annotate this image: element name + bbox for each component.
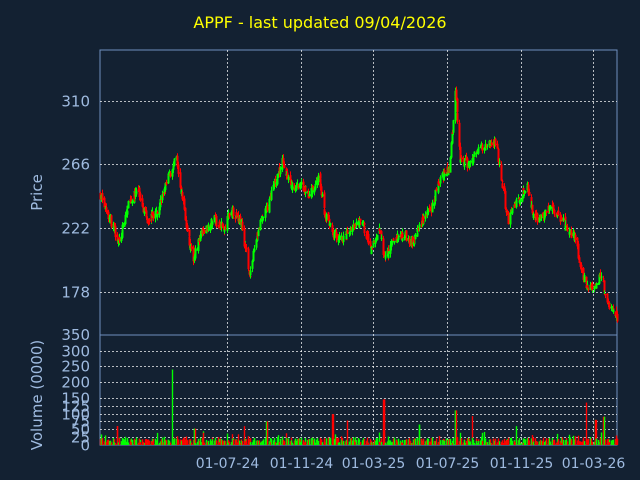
x-tick-label: 01-03-26 [562, 456, 626, 472]
volume-tick-label: 125 [61, 398, 90, 416]
x-tick-label: 01-03-25 [342, 456, 406, 472]
chart-title: APPF - last updated 09/04/2026 [193, 13, 447, 32]
price-tick-label: 310 [61, 93, 90, 111]
price-tick-label: 222 [61, 220, 90, 238]
gridlines: 01-07-24 01-11-24 01-03-25 01-07-25 01-11-25… [61, 50, 625, 472]
volume-tick-label: 350 [61, 326, 90, 344]
price-candles [99, 86, 619, 323]
volume-tick-label: 200 [61, 374, 90, 392]
volume-tick-label: 25 [71, 429, 90, 447]
volume-tick-label: 0 [80, 437, 90, 455]
volume-tick-label: 50 [71, 421, 90, 439]
volume-tick-label: 150 [61, 390, 90, 408]
volume-tick-label: 75 [71, 413, 90, 431]
volume-bars [99, 369, 619, 445]
volume-tick-label: 300 [61, 343, 90, 361]
volume-tick-label: 250 [61, 358, 90, 376]
price-tick-label: 266 [61, 156, 90, 174]
x-tick-label: 01-07-25 [416, 456, 480, 472]
price-tick-label: 178 [61, 284, 90, 302]
x-tick-label: 01-07-24 [196, 456, 260, 472]
x-tick-label: 01-11-25 [490, 456, 554, 472]
price-axis-label: Price [28, 174, 46, 211]
x-tick-label: 01-11-24 [270, 456, 334, 472]
volume-axis-label: Volume (0000) [28, 340, 46, 450]
volume-tick-label: 100 [61, 406, 90, 424]
